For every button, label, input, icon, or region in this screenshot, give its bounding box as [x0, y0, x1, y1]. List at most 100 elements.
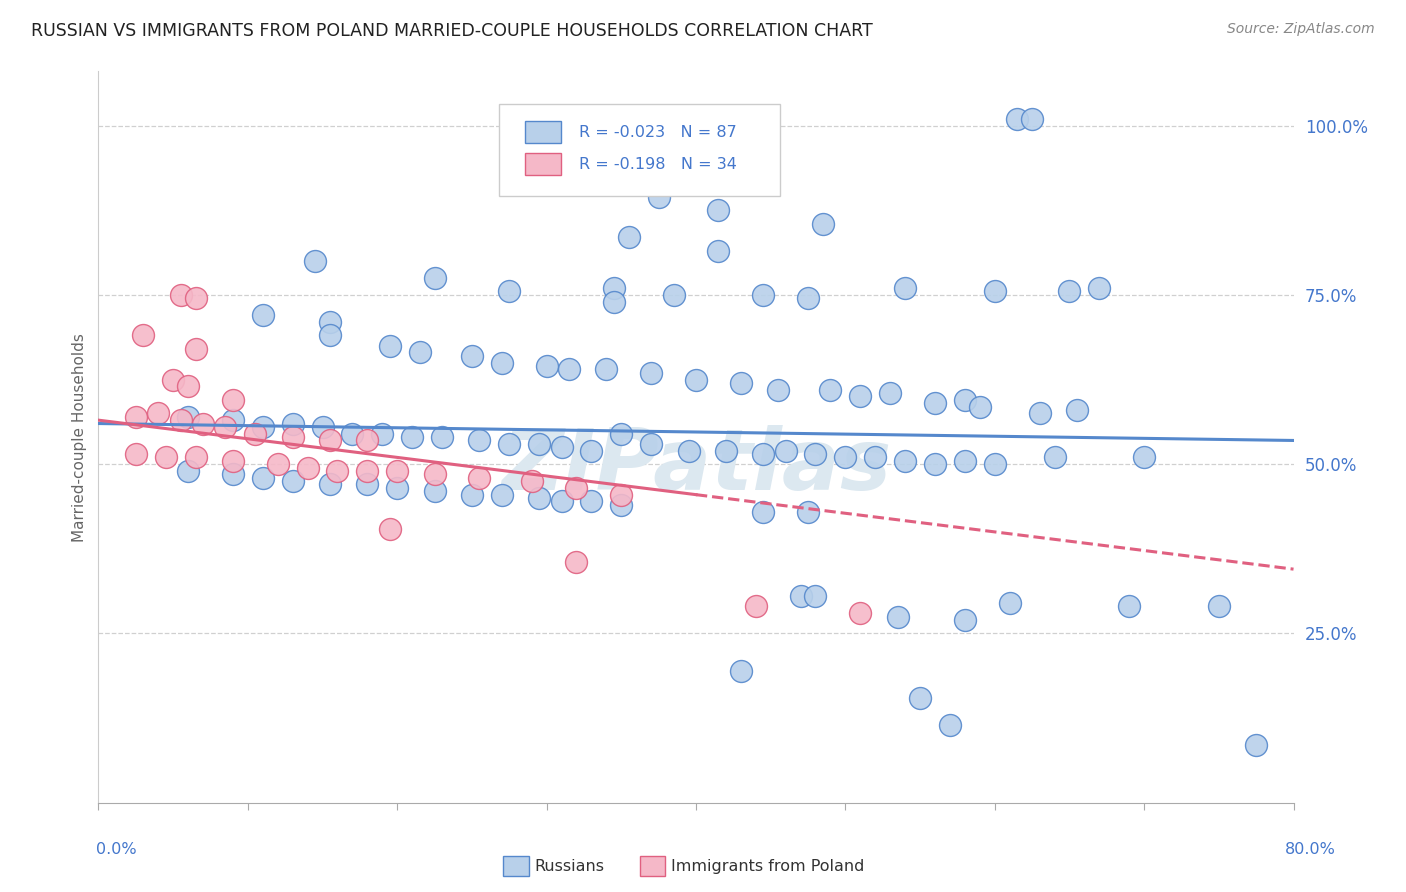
Point — [267, 457, 290, 471]
Point — [1088, 281, 1111, 295]
Text: 0.0%: 0.0% — [96, 842, 136, 857]
Point — [849, 389, 872, 403]
Point — [520, 474, 543, 488]
Point — [498, 437, 520, 451]
Text: ZIPatlas: ZIPatlas — [501, 425, 891, 508]
Text: 80.0%: 80.0% — [1285, 842, 1336, 857]
Point — [730, 376, 752, 390]
Point — [536, 359, 558, 373]
Point — [849, 606, 872, 620]
Point — [603, 294, 626, 309]
Point — [1118, 599, 1140, 614]
Point — [155, 450, 177, 465]
Point — [177, 379, 200, 393]
Point — [603, 281, 626, 295]
Point — [1028, 406, 1050, 420]
Point — [811, 217, 834, 231]
Point — [125, 409, 148, 424]
Point — [191, 417, 214, 431]
Point — [1059, 285, 1081, 299]
Point — [610, 426, 633, 441]
Point — [184, 450, 207, 465]
Point — [550, 494, 572, 508]
Point — [766, 383, 789, 397]
Point — [371, 426, 394, 441]
Point — [565, 481, 588, 495]
Point — [184, 342, 207, 356]
Point — [169, 413, 191, 427]
Point — [908, 690, 931, 705]
Point — [775, 443, 797, 458]
Point — [820, 383, 842, 397]
Point — [177, 409, 200, 424]
Point — [617, 230, 640, 244]
Point — [468, 434, 491, 448]
Point — [491, 355, 513, 369]
Point — [297, 460, 319, 475]
Point — [886, 609, 908, 624]
Point — [245, 426, 267, 441]
Point — [953, 613, 976, 627]
Point — [319, 328, 342, 343]
Point — [222, 467, 245, 482]
Point — [378, 338, 401, 352]
Point — [865, 450, 887, 465]
Point — [423, 467, 446, 482]
Point — [707, 244, 730, 258]
Point — [565, 555, 588, 569]
Point — [311, 420, 333, 434]
Point — [550, 440, 572, 454]
Point — [423, 271, 446, 285]
Point — [378, 521, 401, 535]
FancyBboxPatch shape — [499, 104, 779, 195]
Point — [527, 437, 550, 451]
Point — [319, 315, 342, 329]
Point — [640, 366, 662, 380]
FancyBboxPatch shape — [524, 121, 561, 143]
Point — [281, 474, 304, 488]
Point — [1043, 450, 1066, 465]
Point — [610, 498, 633, 512]
Point — [1133, 450, 1156, 465]
Point — [969, 400, 991, 414]
Point — [148, 406, 170, 420]
Point — [581, 443, 603, 458]
Point — [222, 454, 245, 468]
Point — [1021, 112, 1043, 126]
Point — [1208, 599, 1230, 614]
Point — [924, 396, 946, 410]
Point — [252, 420, 274, 434]
Point — [894, 281, 917, 295]
FancyBboxPatch shape — [524, 153, 561, 175]
Point — [423, 484, 446, 499]
Point — [342, 426, 364, 441]
Point — [281, 430, 304, 444]
Point — [894, 454, 917, 468]
Point — [662, 288, 685, 302]
Point — [745, 599, 768, 614]
Point — [984, 457, 1007, 471]
Point — [797, 291, 820, 305]
Text: Source: ZipAtlas.com: Source: ZipAtlas.com — [1227, 22, 1375, 37]
Point — [125, 447, 148, 461]
Point — [356, 434, 378, 448]
Point — [730, 664, 752, 678]
Text: Immigrants from Poland: Immigrants from Poland — [671, 859, 865, 873]
Point — [543, 162, 565, 177]
Point — [356, 477, 378, 491]
Point — [879, 386, 901, 401]
Point — [647, 189, 669, 203]
Point — [1066, 403, 1088, 417]
Text: Russians: Russians — [534, 859, 605, 873]
Point — [1005, 112, 1028, 126]
Point — [752, 288, 775, 302]
Point — [222, 413, 245, 427]
Point — [252, 308, 274, 322]
Point — [132, 328, 155, 343]
Point — [222, 392, 245, 407]
Point — [356, 464, 378, 478]
Point — [430, 430, 453, 444]
Point — [319, 434, 342, 448]
Point — [177, 464, 200, 478]
Point — [162, 372, 184, 386]
